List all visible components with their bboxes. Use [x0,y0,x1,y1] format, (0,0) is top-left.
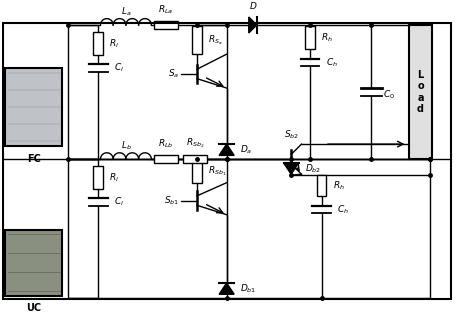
Text: $R_{La}$: $R_{La}$ [158,3,173,16]
Text: $C_l$: $C_l$ [114,62,124,74]
Bar [154,21,178,29]
Bar [183,155,207,163]
Text: $D$: $D$ [248,0,257,11]
Bar [192,26,202,54]
Text: $C_l$: $C_l$ [114,196,124,208]
Bar [317,175,327,196]
Polygon shape [219,283,234,294]
Bar [5,68,62,146]
Text: UC: UC [26,303,41,313]
Text: $D_{b1}$: $D_{b1}$ [240,282,257,295]
Text: $R_{Sb_2}$: $R_{Sb_2}$ [186,136,204,150]
Polygon shape [283,163,299,174]
Bar [154,155,178,163]
Text: $C_h$: $C_h$ [326,57,337,69]
Text: $R_h$: $R_h$ [333,180,345,192]
Text: $R_h$: $R_h$ [321,31,333,44]
Text: $R_{Lb}$: $R_{Lb}$ [158,137,173,150]
Text: $L_b$: $L_b$ [120,140,131,152]
Text: $R_l$: $R_l$ [109,171,119,184]
Text: $L_a$: $L_a$ [121,5,131,18]
Bar [409,25,432,159]
Text: $S_{b2}$: $S_{b2}$ [283,129,299,141]
Polygon shape [249,17,257,33]
Text: $R_l$: $R_l$ [109,37,119,50]
Polygon shape [219,144,234,155]
Bar [192,160,202,183]
Bar [93,166,103,189]
Text: $D_{b2}$: $D_{b2}$ [305,162,321,175]
Bar [5,230,62,296]
Bar [305,26,315,50]
Bar [93,32,103,55]
Text: $C_0$: $C_0$ [383,88,395,101]
Text: $R_{Sb_1}$: $R_{Sb_1}$ [208,165,227,178]
Text: $S_{b1}$: $S_{b1}$ [164,194,179,207]
Text: $D_a$: $D_a$ [240,143,253,156]
Text: $R_{S_a}$: $R_{S_a}$ [208,33,222,47]
Text: L
o
a
d: L o a d [417,70,424,115]
Text: FC: FC [27,154,41,165]
Text: $S_a$: $S_a$ [168,68,179,80]
Text: $C_h$: $C_h$ [337,203,349,216]
